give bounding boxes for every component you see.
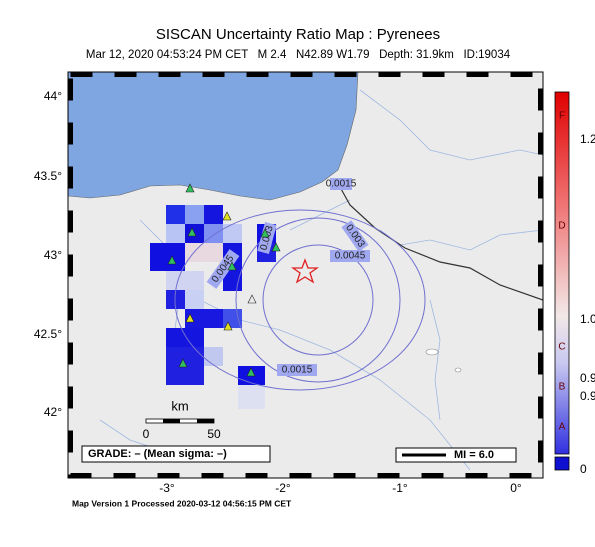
epicenter [290, 258, 320, 284]
islands [425, 348, 462, 373]
scale-label: 0 [143, 427, 150, 441]
lat-label: 43° [44, 248, 62, 262]
subtitle: Mar 12, 2020 04:53:24 PM CET M 2.4 N42.8… [86, 49, 511, 61]
frame-ticks [68, 72, 543, 478]
colorbar-label: 0.9 [580, 389, 595, 403]
colorbar-label: 0.9 [580, 371, 595, 385]
lat-labels: 44° 43.5° 43° 42.5° 42° [34, 89, 62, 419]
grade-label: F [559, 111, 565, 122]
title: SISCAN Uncertainty Ratio Map : Pyrenees [156, 26, 440, 43]
grade-box [81, 445, 271, 463]
contours [174, 209, 426, 391]
lat-label: 43.5° [34, 169, 62, 183]
colorbar-label: 0 [580, 462, 587, 476]
scale-label: 50 [207, 427, 221, 441]
grade-label: D [558, 221, 565, 232]
grade-label: A [559, 422, 566, 433]
lon-label: 0° [510, 481, 522, 495]
scale-unit: km [171, 398, 188, 413]
colorbar: F D C B A 1.2 1.0 0.9 0.9 0 [554, 91, 595, 476]
lat-label: 44° [44, 89, 62, 103]
lat-label: 42° [44, 405, 62, 419]
contour-label: 0.0045 [335, 251, 366, 262]
mmi-box [395, 447, 517, 463]
map: 0.0015 0.003 0.0045 0.003 0.0045 0.0015 [68, 72, 543, 478]
lon-label: -1° [392, 481, 408, 495]
grade-label: C [558, 342, 565, 353]
grade-text: GRADE: – (Mean sigma: –) [88, 448, 227, 460]
lon-labels: -3° -2° -1° 0° [159, 481, 522, 495]
footer: Map Version 1 Processed 2020-03-12 04:56… [72, 498, 292, 508]
mmi-text: MI = 6.0 [454, 449, 494, 461]
lon-label: -2° [275, 481, 291, 495]
scale-bar: km 0 50 [143, 398, 221, 441]
stations [167, 183, 281, 377]
colorbar-label: 1.0 [580, 312, 595, 326]
grade-label: B [559, 382, 566, 393]
contour-label: 0.0015 [282, 365, 313, 376]
contour-label: 0.0015 [326, 179, 357, 190]
colorbar-label: 1.2 [580, 132, 595, 146]
sea [68, 72, 359, 201]
lon-label: -3° [159, 481, 175, 495]
border [339, 186, 543, 301]
lat-label: 42.5° [34, 327, 62, 341]
